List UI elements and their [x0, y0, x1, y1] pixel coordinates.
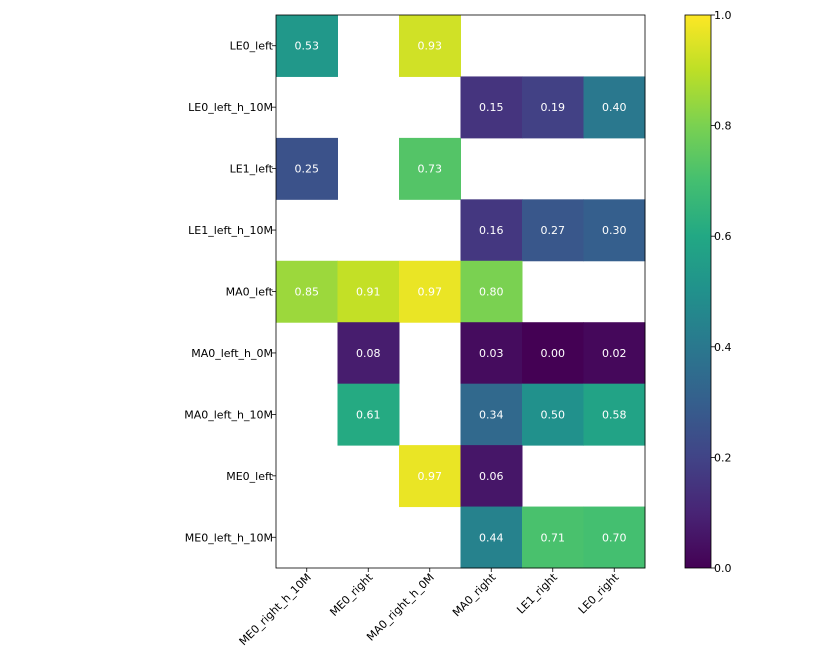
- y-tick-label: LE1_left_h_10M: [188, 224, 273, 237]
- cell-value-label: 0.97: [418, 470, 443, 483]
- cell-value-label: 0.71: [541, 531, 566, 544]
- colorbar-tick-label: 1.0: [714, 9, 732, 22]
- heatmap-cell: [522, 322, 584, 385]
- cell-value-label: 0.44: [479, 531, 504, 544]
- y-tick-label: LE0_left_h_10M: [188, 101, 273, 114]
- heatmap-cell: [522, 383, 584, 446]
- cell-value-label: 0.27: [541, 224, 566, 237]
- cell-value-label: 0.15: [479, 101, 504, 114]
- cell-value-label: 0.73: [418, 163, 443, 176]
- colorbar-tick-label: 0.6: [714, 230, 732, 243]
- cell-value-label: 0.70: [602, 531, 627, 544]
- cell-value-label: 0.40: [602, 101, 627, 114]
- heatmap-cell: [460, 445, 523, 508]
- x-tick-label: LE0_right: [576, 570, 622, 616]
- heatmap-cell: [583, 322, 646, 385]
- heatmap-cell: [399, 260, 461, 323]
- heatmap-cell: [583, 506, 646, 569]
- heatmap-cell: [460, 260, 523, 323]
- cell-value-label: 0.19: [541, 101, 566, 114]
- heatmap-cell: [276, 15, 338, 77]
- row-labels: LE0_left LE0_left_h_10M LE1_left LE1_left_h…: [184, 40, 276, 544]
- cell-value-label: 0.93: [418, 40, 443, 53]
- x-tick-label: ME0_right: [327, 570, 375, 618]
- cell-value-label: 0.80: [479, 286, 504, 299]
- cell-value-label: 0.85: [295, 286, 320, 299]
- cell-value-label: 0.97: [418, 286, 443, 299]
- cell-value-label: 0.16: [479, 224, 504, 237]
- y-tick-label: ME0_left_h_10M: [185, 531, 273, 544]
- cell-value-label: 0.58: [602, 408, 627, 421]
- heatmap-cell: [337, 383, 400, 446]
- cell-value-label: 0.25: [295, 163, 320, 176]
- colorbar-tick-label: 0.8: [714, 120, 732, 133]
- heatmap-cell: [337, 322, 400, 385]
- y-tick-label: ME0_left: [226, 470, 273, 483]
- heatmap-cell: [460, 383, 523, 446]
- heatmap-cell: [460, 506, 523, 569]
- cell-value-label: 0.53: [295, 40, 320, 53]
- x-tick-label: MA0_right_h_0M: [364, 571, 437, 644]
- heatmap-cell: [522, 506, 584, 569]
- heatmap-cell: [583, 383, 646, 446]
- y-tick-label: MA0_left_h_0M: [191, 347, 273, 360]
- heatmap-cell: [460, 322, 523, 385]
- heatmap-cell: [276, 137, 338, 200]
- heatmap-cell: [399, 445, 461, 508]
- cell-value-label: 0.50: [541, 408, 566, 421]
- heatmap-cell: [583, 76, 646, 139]
- heatmap-cell: [583, 199, 646, 262]
- y-tick-label: MA0_left_h_10M: [184, 408, 273, 421]
- cell-value-label: 0.03: [479, 347, 504, 360]
- cell-value-label: 0.34: [479, 408, 504, 421]
- cell-value-label: 0.91: [356, 286, 381, 299]
- cell-value-label: 0.02: [602, 347, 627, 360]
- heatmap-cell: [276, 260, 338, 323]
- heatmap-cell: [522, 199, 584, 262]
- y-tick-label: MA0_left: [226, 286, 274, 299]
- cell-value-label: 0.00: [541, 347, 566, 360]
- heatmap-cell: [522, 76, 584, 139]
- y-tick-label: LE1_left: [230, 163, 274, 176]
- x-tick-label: LE1_right: [514, 570, 560, 616]
- heatmap-cells: 0.53 0.93 0.15 0.19 0.40 0.25 0.73 0.16 0.27 0.30…: [276, 15, 646, 569]
- x-tick-label: ME0_right_h_10M: [237, 571, 314, 648]
- colorbar-tick-label: 0.0: [714, 562, 732, 575]
- heatmap-cell: [399, 15, 461, 77]
- cell-value-label: 0.61: [356, 408, 381, 421]
- colorbar: [684, 14, 712, 569]
- heatmap-cell: [460, 76, 523, 139]
- heatmap-cell: [460, 199, 523, 262]
- colorbar-tick-label: 0.2: [714, 451, 732, 464]
- heatmap-cell: [399, 137, 461, 200]
- cell-value-label: 0.30: [602, 224, 627, 237]
- y-tick-label: LE0_left: [230, 40, 274, 53]
- colorbar-ticks: 0.0 0.2 0.4 0.6 0.8 1.0: [711, 9, 732, 575]
- cell-value-label: 0.08: [356, 347, 381, 360]
- heatmap-cell: [337, 260, 400, 323]
- x-tick-label: MA0_right: [450, 570, 499, 619]
- cell-value-label: 0.06: [479, 470, 504, 483]
- colorbar-tick-label: 0.4: [714, 341, 732, 354]
